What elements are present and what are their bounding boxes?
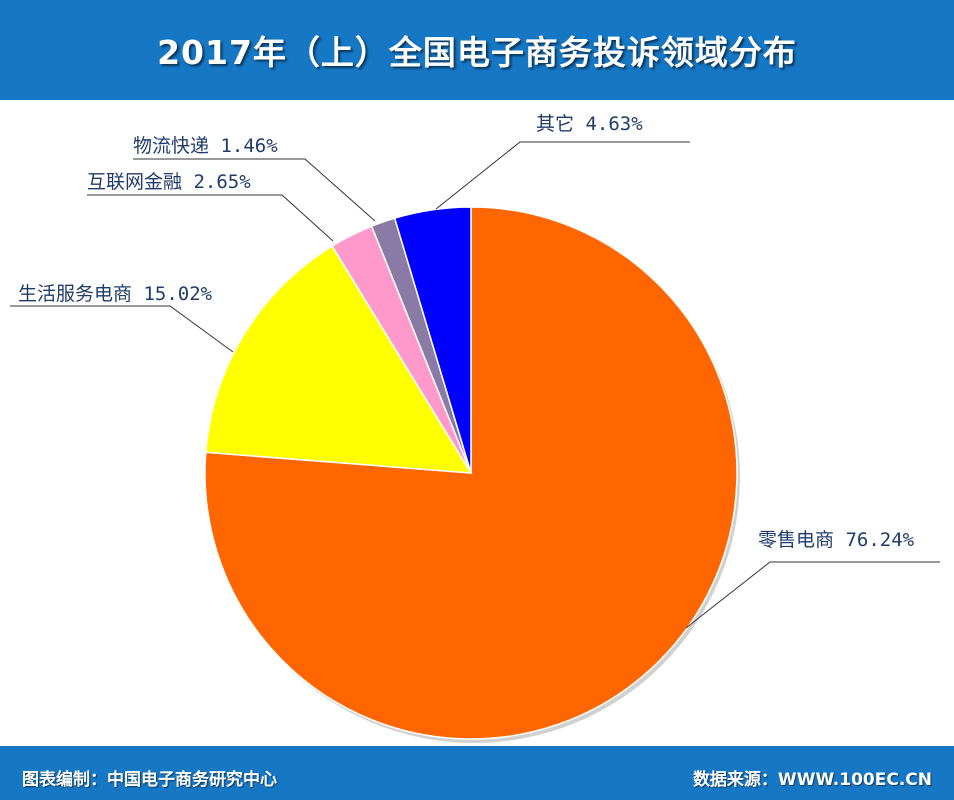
slice-label-3: 互联网金融 2.65% [87, 171, 251, 193]
pie-chart: 零售电商 76.24% 生活服务电商 15.02% 互联网金融 2.65% 物流快递 … [10, 113, 940, 743]
slice-label-5: 其它 4.63% [536, 113, 643, 135]
slice-leader-line-2 [10, 305, 234, 353]
chart-area: 零售电商 76.24% 生活服务电商 15.02% 互联网金融 2.65% 物流快递 … [0, 100, 954, 746]
slice-label-4: 物流快递 1.46% [133, 135, 278, 157]
footer-bar: 图表编制：中国电子商务研究中心 数据来源：WWW.100EC.CN [0, 746, 954, 800]
slice-leader-line-5 [435, 141, 690, 210]
title-bar: 2017年（上）全国电子商务投诉领域分布 [0, 0, 954, 100]
slice-label-1: 零售电商 76.24% [758, 529, 915, 551]
slice-label-2: 生活服务电商 15.02% [18, 283, 213, 305]
slice-leader-line-3 [87, 194, 334, 242]
pie-slice-2 [205, 245, 473, 474]
slice-leader-line-1 [685, 561, 940, 629]
chart-credit: 图表编制：中国电子商务研究中心 [22, 770, 277, 790]
data-source: 数据来源：WWW.100EC.CN [692, 770, 932, 790]
pie-slice-5 [393, 206, 472, 474]
chart-title: 2017年（上）全国电子商务投诉领域分布 [157, 33, 797, 72]
slice-leader-line-4 [133, 158, 376, 222]
